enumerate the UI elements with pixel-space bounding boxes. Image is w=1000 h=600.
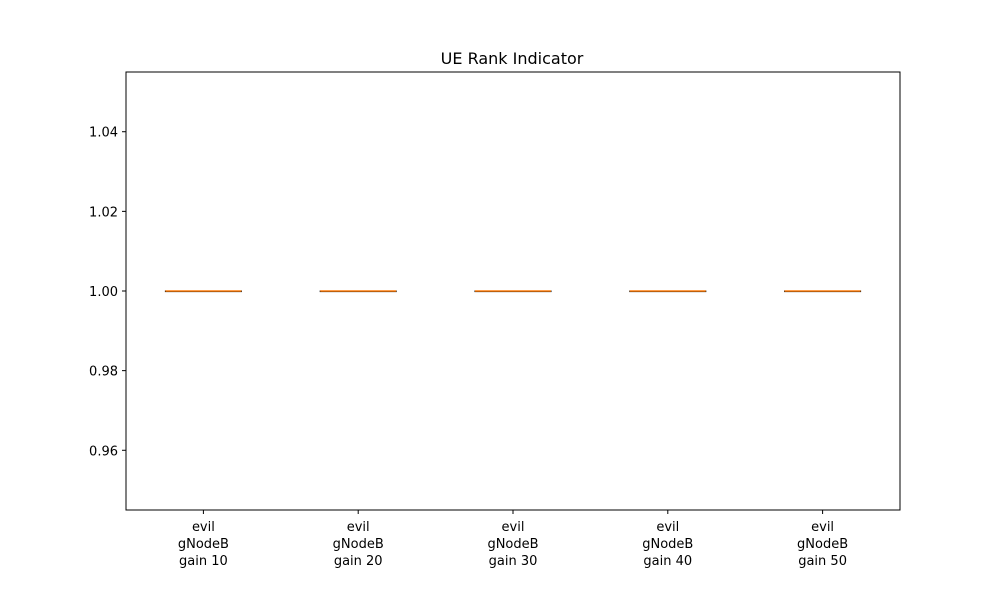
x-tick-label: evil gNodeB gain 50 bbox=[797, 520, 848, 569]
y-tick-label: 1.00 bbox=[89, 285, 118, 300]
y-tick-label: 1.02 bbox=[89, 205, 118, 220]
x-tick-label-line: gain 10 bbox=[179, 554, 228, 569]
box-5 bbox=[784, 290, 862, 293]
chart-title: UE Rank Indicator bbox=[441, 49, 584, 68]
x-axis: evil gNodeB gain 10 evil gNodeB gain 20 evil gN… bbox=[178, 510, 848, 569]
x-tick-label-line: evil bbox=[811, 520, 834, 535]
box-4 bbox=[629, 290, 707, 293]
y-tick-label: 0.96 bbox=[89, 444, 118, 459]
x-tick-label: evil gNodeB gain 40 bbox=[642, 520, 693, 569]
x-tick-label-line: gNodeB bbox=[797, 537, 848, 552]
x-tick-label-line: gain 40 bbox=[643, 554, 692, 569]
y-tick-label: 1.04 bbox=[89, 126, 118, 141]
x-tick-label-line: gain 20 bbox=[334, 554, 383, 569]
box-2 bbox=[319, 290, 397, 293]
y-tick-label: 0.98 bbox=[89, 365, 118, 380]
box-1 bbox=[164, 290, 242, 293]
x-tick-label: evil gNodeB gain 30 bbox=[487, 520, 538, 569]
plot-marks bbox=[164, 290, 862, 293]
x-tick-label-line: gNodeB bbox=[333, 537, 384, 552]
x-tick-label-line: gNodeB bbox=[487, 537, 538, 552]
x-tick-label-line: gain 30 bbox=[489, 554, 538, 569]
x-tick-label-line: gNodeB bbox=[178, 537, 229, 552]
box-3 bbox=[474, 290, 552, 293]
x-tick-label-line: evil bbox=[192, 520, 215, 535]
x-tick-label-line: evil bbox=[656, 520, 679, 535]
x-tick-label: evil gNodeB gain 10 bbox=[178, 520, 229, 569]
y-axis: 0.96 0.98 1.00 1.02 1.04 bbox=[89, 126, 126, 459]
x-tick-label: evil gNodeB gain 20 bbox=[333, 520, 384, 569]
x-tick-label-line: evil bbox=[347, 520, 370, 535]
x-tick-label-line: gain 50 bbox=[798, 554, 847, 569]
x-tick-label-line: gNodeB bbox=[642, 537, 693, 552]
x-tick-label-line: evil bbox=[502, 520, 525, 535]
